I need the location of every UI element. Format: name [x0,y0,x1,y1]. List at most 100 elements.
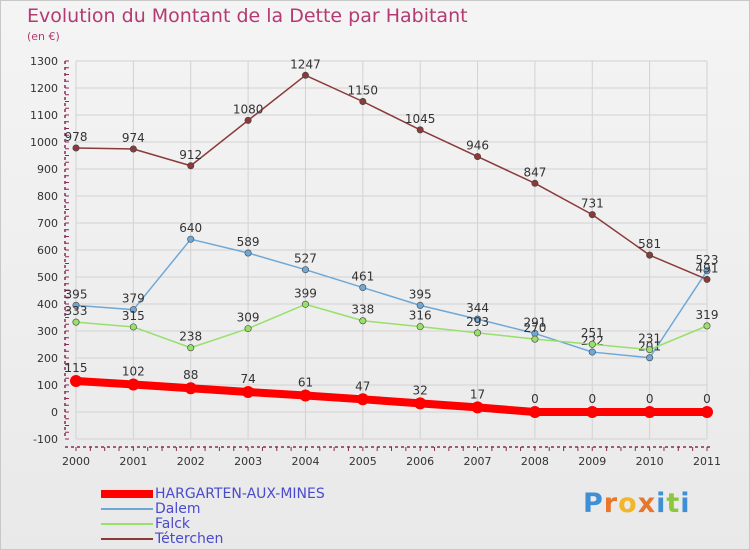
data-label-2: 270 [523,321,546,335]
series-point-3 [646,251,654,259]
logo-letter: i [656,488,667,519]
x-tick-label: 2008 [521,455,549,468]
y-tick-label: 1000 [30,136,58,149]
series-line-0 [72,376,711,416]
x-tick-label: 2002 [177,455,205,468]
data-label-1: 640 [179,221,202,235]
series-point-3 [244,116,252,124]
x-tick-label: 2001 [119,455,147,468]
legend-label-hargarten: HARGARTEN-AUX-MINES [155,486,325,502]
series-point-2 [646,346,654,354]
y-tick-label: 0 [51,406,58,419]
data-label-1: 395 [65,287,88,301]
data-label-3: 912 [179,148,202,162]
series-point-2 [703,322,711,330]
data-label-3: 978 [65,130,88,144]
series-point-0 [184,382,197,395]
data-label-3: 1150 [348,84,379,98]
x-tick-label: 2000 [62,455,90,468]
y-tick-label: -100 [33,433,58,446]
y-tick-label: 500 [37,271,58,284]
data-label-2: 338 [351,303,374,317]
y-tick-label: 1100 [30,109,58,122]
series-point-0 [127,378,140,391]
series-point-0 [70,374,82,387]
series-point-0 [414,397,427,410]
data-label-0: 32 [413,383,428,397]
data-label-3: 581 [638,237,661,251]
y-tick-label: 800 [37,190,58,203]
legend-swatch-falck [101,523,153,525]
series-point-1 [72,301,80,309]
series-point-1 [703,267,711,275]
series-point-2 [187,344,195,352]
series-point-1 [359,284,367,292]
data-label-3: 1247 [290,57,321,71]
series-point-0 [242,386,255,399]
y-tick-label: 400 [37,298,58,311]
data-label-0: 102 [122,364,145,378]
data-label-3: 847 [523,165,546,179]
x-tick-label: 2006 [406,455,434,468]
series-point-3 [416,126,424,134]
series-point-2 [588,340,596,348]
data-label-2: 319 [696,308,719,322]
data-label-1: 291 [523,315,546,329]
x-tick-label: 2004 [291,455,319,468]
data-label-2: 399 [294,286,317,300]
series-point-1 [244,249,252,257]
logo-letter: P [583,488,604,519]
x-tick-label: 2009 [578,455,606,468]
data-label-3: 1045 [405,112,436,126]
series-point-1 [187,235,195,243]
series-point-0 [471,401,484,414]
data-label-1: 461 [351,270,374,284]
legend-swatch-dalem [101,508,153,510]
data-label-1: 523 [696,253,719,267]
data-label-0: 0 [703,392,711,406]
series-point-3 [72,144,80,152]
series-line-3 [75,74,708,281]
series-point-2 [301,300,309,308]
data-label-3: 946 [466,139,489,153]
data-label-0: 74 [240,372,255,386]
series-point-0 [701,406,713,418]
data-label-0: 61 [298,376,313,390]
y-tick-label: 200 [37,352,58,365]
series-point-0 [528,406,541,418]
data-label-0: 115 [65,361,88,375]
series-point-1 [301,266,309,274]
series-point-0 [643,406,656,418]
series-point-3 [129,145,137,153]
logo-letter: x [637,488,657,519]
y-tick-label: 900 [37,163,58,176]
data-label-2: 293 [466,315,489,329]
legend-label-teterchen: Téterchen [155,531,224,547]
chart-title: Evolution du Montant de la Dette par Hab… [27,5,468,27]
legend-label-falck: Falck [155,516,191,532]
y-tick-label: 300 [37,325,58,338]
data-label-3: 491 [696,261,719,275]
series-point-1 [588,348,596,356]
data-label-0: 0 [588,392,596,406]
series-point-1 [474,315,482,323]
series-point-3 [588,211,596,219]
data-label-0: 17 [470,387,485,401]
x-tick-label: 2003 [234,455,262,468]
x-tick-label: 2005 [349,455,377,468]
data-label-3: 731 [581,197,604,211]
data-label-0: 88 [183,368,198,382]
data-label-1: 379 [122,292,145,306]
data-label-2: 238 [179,330,202,344]
y-tick-label: 700 [37,217,58,230]
data-label-1: 589 [237,235,260,249]
series-point-2 [129,323,137,331]
series-point-1 [129,306,137,314]
data-label-2: 333 [65,304,88,318]
logo-letter: o [618,488,638,519]
series-point-3 [187,162,195,170]
series-point-3 [359,98,367,106]
y-tick-label: 1200 [30,82,58,95]
legend-label-dalem: Dalem [155,501,201,517]
